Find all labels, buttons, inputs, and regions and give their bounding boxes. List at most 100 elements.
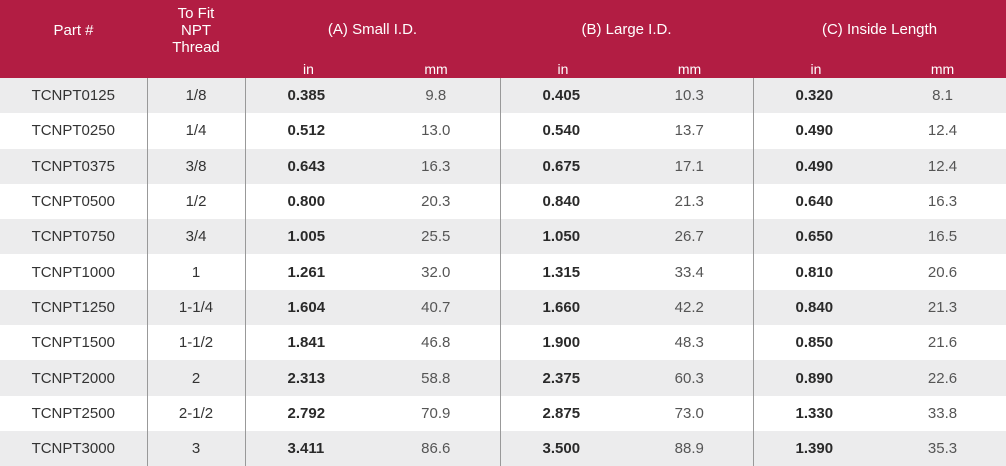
npt-thread: 1/8	[146, 78, 245, 114]
small-id-in: 2.792	[244, 395, 372, 431]
large-id-mm: 33.4	[674, 263, 704, 281]
inside-length-mm: 22.6	[927, 369, 958, 387]
large-id-in: 0.540	[499, 113, 626, 149]
npt-thread: 3/8	[146, 148, 245, 184]
inside-length-mm: 21.6	[927, 334, 958, 352]
small-id-mm: 58.8	[421, 369, 451, 387]
large-id-mm: 73.0	[674, 404, 704, 422]
small-id-mm: 40.7	[421, 298, 451, 316]
small-id-in: 3.411	[244, 430, 372, 466]
small-id-mm: 32.0	[421, 263, 451, 281]
small-id-in: 1.261	[244, 254, 372, 290]
units-row: in mm in mm in mm	[0, 58, 1006, 78]
unit-mm: mm	[677, 61, 702, 77]
inside-length-mm: 12.4	[927, 122, 958, 140]
small-id-in: 0.512	[244, 113, 372, 149]
small-id-mm: 46.8	[421, 334, 451, 352]
inside-length-mm: 33.8	[927, 404, 958, 422]
small-id-mm: 25.5	[421, 228, 451, 246]
small-id-in: 0.643	[244, 148, 372, 184]
large-id-header: (B) Large I.D.	[581, 20, 672, 38]
inside-length-mm: 20.6	[927, 263, 958, 281]
npt-thread: 1/2	[146, 183, 245, 220]
small-id-in: 1.604	[244, 289, 372, 326]
table-row: TCNPT0250 1/4 0.512 13.0 0.540 13.7 0.490 12.4	[0, 113, 1006, 149]
table-row: TCNPT1000 1 1.261 32.0 1.315 33.4 0.810 20.6	[0, 254, 1006, 290]
small-id-mm: 9.8	[425, 87, 447, 105]
part-number: TCNPT0500	[31, 193, 115, 211]
inside-length-header: (C) Inside Length	[821, 20, 938, 38]
table-row: TCNPT2000 2 2.313 58.8 2.375 60.3 0.890 22.6	[0, 360, 1006, 396]
table-row: TCNPT2500 2-1/2 2.792 70.9 2.875 73.0 1.330 33.…	[0, 395, 1006, 431]
inside-length-in: 0.320	[752, 78, 879, 114]
part-number: TCNPT1500	[31, 334, 115, 352]
unit-in: in	[810, 61, 822, 77]
part-header: Part #	[53, 21, 94, 39]
large-id-in: 1.315	[499, 254, 626, 290]
part-number: TCNPT1250	[31, 298, 115, 316]
npt-thread: 1/4	[146, 113, 245, 149]
inside-length-mm: 16.3	[927, 193, 958, 211]
inside-length-in: 0.490	[752, 148, 879, 184]
npt-thread: 2	[146, 360, 245, 396]
part-number: TCNPT0375	[31, 157, 115, 175]
table-row: TCNPT1250 1-1/4 1.604 40.7 1.660 42.2 0.840 21.…	[0, 289, 1006, 326]
unit-in: in	[303, 61, 314, 77]
large-id-in: 1.900	[499, 325, 626, 361]
npt-thread: 1-1/2	[146, 325, 245, 361]
inside-length-in: 0.890	[752, 360, 879, 396]
inside-length-in: 0.490	[752, 113, 879, 149]
large-id-in: 1.660	[499, 289, 626, 326]
large-id-mm: 10.3	[674, 87, 704, 105]
inside-length-mm: 16.5	[927, 228, 958, 246]
table-row: TCNPT0125 1/8 0.385 9.8 0.405 10.3 0.320 8.1	[0, 78, 1006, 114]
unit-mm: mm	[930, 61, 955, 77]
large-id-mm: 26.7	[674, 228, 704, 246]
part-number: TCNPT0750	[31, 228, 115, 246]
part-number: TCNPT1000	[31, 263, 115, 281]
large-id-mm: 60.3	[674, 369, 704, 387]
large-id-mm: 17.1	[674, 157, 704, 175]
inside-length-in: 0.640	[752, 183, 879, 220]
large-id-mm: 13.7	[674, 122, 704, 140]
small-id-mm: 16.3	[421, 157, 451, 175]
large-id-in: 0.405	[499, 78, 626, 114]
large-id-in: 1.050	[499, 219, 626, 255]
large-id-mm: 48.3	[674, 334, 704, 352]
small-id-mm: 13.0	[421, 122, 451, 140]
npt-thread: 3/4	[146, 219, 245, 255]
part-number: TCNPT2000	[31, 369, 115, 387]
unit-in: in	[557, 61, 569, 77]
large-id-in: 3.500	[499, 430, 626, 466]
small-id-in: 0.385	[244, 78, 372, 114]
inside-length-mm: 35.3	[927, 440, 958, 458]
large-id-in: 2.875	[499, 395, 626, 431]
table-row: TCNPT1500 1-1/2 1.841 46.8 1.900 48.3 0.850 21.…	[0, 325, 1006, 361]
inside-length-in: 0.840	[752, 289, 879, 326]
part-number: TCNPT3000	[31, 440, 115, 458]
part-number: TCNPT0250	[31, 122, 115, 140]
small-id-mm: 86.6	[421, 440, 451, 458]
large-id-mm: 88.9	[674, 440, 704, 458]
npt-thread: 3	[146, 430, 245, 466]
large-id-mm: 42.2	[674, 298, 704, 316]
small-id-in: 2.313	[244, 360, 372, 396]
small-id-header: (A) Small I.D.	[327, 20, 418, 38]
inside-length-mm: 8.1	[932, 87, 953, 105]
thread-header: To Fit NPT Thread	[172, 4, 220, 56]
inside-length-in: 1.330	[752, 395, 879, 431]
large-id-in: 0.840	[499, 183, 626, 220]
npt-thread: 1	[146, 254, 245, 290]
part-number: TCNPT0125	[31, 87, 115, 105]
unit-mm: mm	[424, 61, 448, 77]
table-row: TCNPT0500 1/2 0.800 20.3 0.840 21.3 0.640 16.3	[0, 183, 1006, 220]
small-id-in: 1.841	[244, 325, 372, 361]
large-id-in: 2.375	[499, 360, 626, 396]
table-row: TCNPT0750 3/4 1.005 25.5 1.050 26.7 0.650 16.5	[0, 219, 1006, 255]
inside-length-in: 0.650	[752, 219, 879, 255]
table-row: TCNPT0375 3/8 0.643 16.3 0.675 17.1 0.490 12.4	[0, 148, 1006, 184]
inside-length-in: 1.390	[752, 430, 879, 466]
npt-thread: 2-1/2	[146, 395, 245, 431]
inside-length-mm: 21.3	[927, 298, 958, 316]
